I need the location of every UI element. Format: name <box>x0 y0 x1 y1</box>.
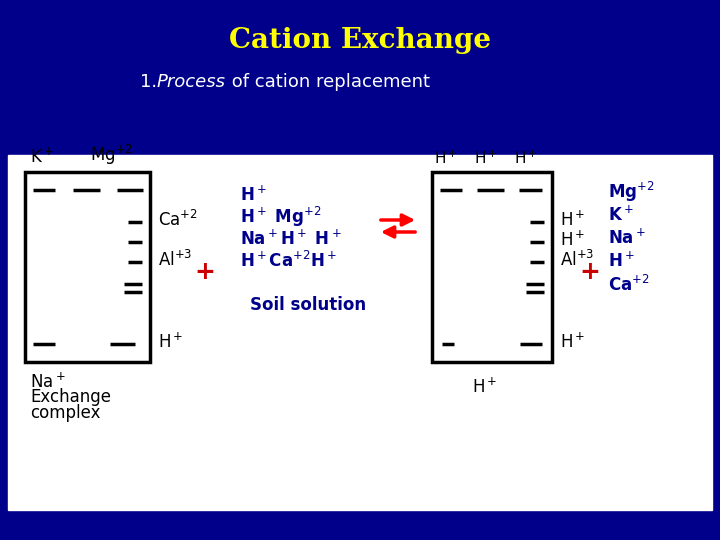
Text: Na$^+$: Na$^+$ <box>608 228 646 248</box>
Text: complex: complex <box>30 404 101 422</box>
Text: Al$^{+3}$: Al$^{+3}$ <box>560 250 595 270</box>
Text: Na$^+$H$^+$ H$^+$: Na$^+$H$^+$ H$^+$ <box>240 230 341 248</box>
Text: H$^+$ Mg$^{+2}$: H$^+$ Mg$^{+2}$ <box>240 205 321 229</box>
Text: of cation replacement: of cation replacement <box>226 73 430 91</box>
Text: H$^+$: H$^+$ <box>240 185 267 205</box>
Text: Cation Exchange: Cation Exchange <box>229 26 491 53</box>
Text: K$^+$: K$^+$ <box>608 205 634 225</box>
Text: Exchange: Exchange <box>30 388 111 406</box>
Text: H$^+$: H$^+$ <box>474 150 498 167</box>
Text: H$^+$: H$^+$ <box>608 251 635 271</box>
Text: Na$^+$: Na$^+$ <box>30 372 66 391</box>
Text: +: + <box>194 260 215 284</box>
Text: H$^+$: H$^+$ <box>514 150 537 167</box>
Text: +: + <box>580 260 600 284</box>
Text: K$^+$: K$^+$ <box>30 148 54 167</box>
Text: H$^+$: H$^+$ <box>158 332 184 352</box>
Text: Ca$^{+2}$: Ca$^{+2}$ <box>608 275 649 295</box>
Text: H$^+$: H$^+$ <box>434 150 457 167</box>
Text: Mg$^{+2}$: Mg$^{+2}$ <box>608 180 654 204</box>
Text: H$^+$: H$^+$ <box>560 211 585 229</box>
Text: H$^+$: H$^+$ <box>472 377 498 396</box>
Bar <box>8 155 712 510</box>
Text: Process: Process <box>157 73 226 91</box>
Bar <box>25 172 150 362</box>
Text: 1.: 1. <box>140 73 163 91</box>
Text: Soil solution: Soil solution <box>250 296 366 314</box>
Bar <box>432 172 552 362</box>
Text: H$^+$Ca$^{+2}$H$^+$: H$^+$Ca$^{+2}$H$^+$ <box>240 251 337 271</box>
Text: H$^+$: H$^+$ <box>560 332 585 352</box>
Text: Ca$^{+2}$: Ca$^{+2}$ <box>158 210 198 230</box>
Text: Al$^{+3}$: Al$^{+3}$ <box>158 250 192 270</box>
Text: Mg$^{+2}$: Mg$^{+2}$ <box>90 143 133 167</box>
Text: H$^+$: H$^+$ <box>560 231 585 249</box>
